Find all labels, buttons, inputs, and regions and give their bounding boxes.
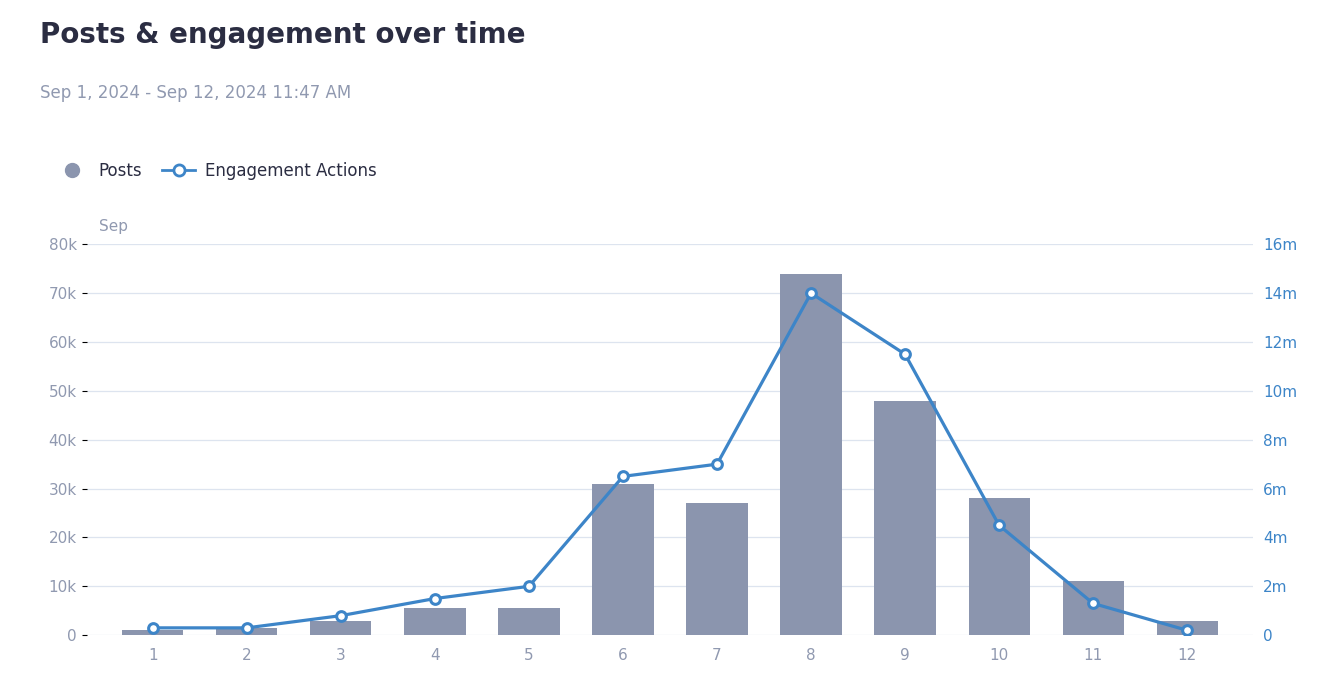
Text: Posts & engagement over time: Posts & engagement over time — [40, 21, 525, 49]
Bar — [969, 498, 1029, 635]
Text: Sep: Sep — [99, 219, 129, 234]
Bar — [1063, 581, 1124, 635]
Text: Sep 1, 2024 - Sep 12, 2024 11:47 AM: Sep 1, 2024 - Sep 12, 2024 11:47 AM — [40, 84, 351, 102]
Bar — [780, 274, 842, 635]
Bar — [875, 401, 935, 635]
Bar — [216, 628, 277, 635]
Legend: Posts, Engagement Actions: Posts, Engagement Actions — [48, 155, 383, 186]
Bar — [311, 621, 371, 635]
Bar — [405, 608, 465, 635]
Bar — [686, 503, 748, 635]
Bar — [1156, 621, 1218, 635]
Bar — [592, 484, 654, 635]
Bar — [498, 608, 560, 635]
Bar — [122, 630, 184, 635]
